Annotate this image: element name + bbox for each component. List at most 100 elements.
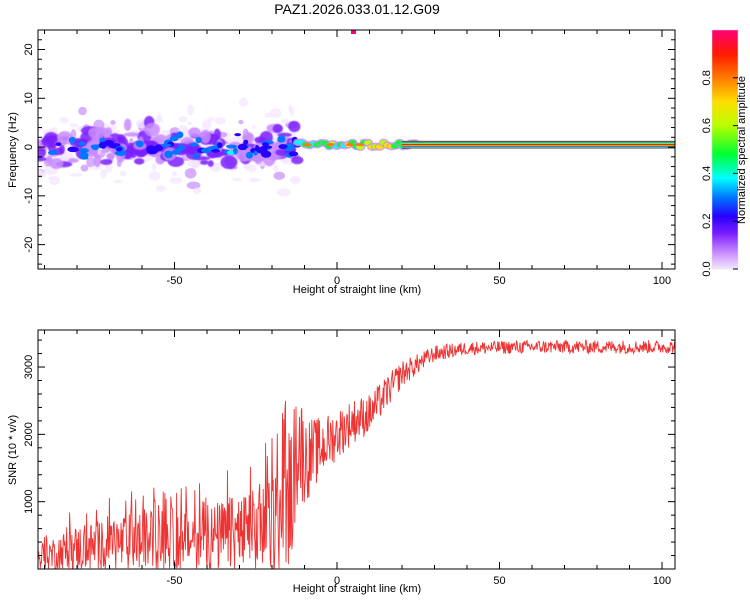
spectral-blob bbox=[59, 116, 70, 124]
colorbar-tick-label: 0.4 bbox=[701, 166, 713, 181]
spectral-blob bbox=[153, 118, 164, 123]
spectral-blob bbox=[277, 135, 286, 143]
colorbar-frame bbox=[711, 29, 739, 270]
spectral-blob bbox=[201, 119, 212, 130]
snr-y-tick-labels: 1000 2000 3000 bbox=[23, 355, 35, 514]
spectral-blob bbox=[133, 158, 145, 165]
spectral-blob bbox=[90, 165, 103, 171]
spectral-blob bbox=[243, 139, 249, 145]
spectral-blob bbox=[154, 144, 163, 152]
spectral-blob bbox=[207, 117, 215, 122]
spectral-blob bbox=[288, 120, 301, 133]
x-tick-label: 100 bbox=[653, 275, 671, 287]
spectral-blob bbox=[195, 137, 202, 144]
x-tick-label: -50 bbox=[167, 275, 183, 287]
spectral-blob bbox=[155, 185, 166, 192]
spectral-blob bbox=[188, 127, 201, 138]
spectral-blob bbox=[49, 175, 60, 186]
snr-series-line bbox=[38, 339, 675, 569]
spectral-blob bbox=[278, 144, 288, 150]
spectral-blob bbox=[248, 177, 261, 183]
spectral-blob bbox=[113, 179, 123, 184]
spectral-blob bbox=[123, 118, 132, 131]
spectral-blob bbox=[110, 120, 116, 125]
spectral-blob bbox=[88, 126, 106, 139]
snr-y-axis-label: SNR (10 * v/v) bbox=[7, 415, 19, 485]
spectral-blob bbox=[38, 146, 47, 159]
spectral-blob bbox=[211, 149, 220, 153]
spectral-blob bbox=[251, 125, 257, 130]
spectral-blob bbox=[90, 144, 96, 149]
figure-title: PAZ1.2026.033.01.12.G09 bbox=[274, 1, 440, 17]
colorbar-label: Normalized spectral amplitude bbox=[736, 76, 748, 224]
spectral-blob bbox=[119, 170, 127, 177]
spectral-blob bbox=[105, 153, 116, 159]
spectral-blob bbox=[77, 141, 86, 146]
spectral-line bbox=[402, 144, 675, 146]
spectral-blob bbox=[281, 118, 291, 124]
spectral-blob bbox=[172, 171, 178, 177]
spectral-blob bbox=[68, 136, 76, 144]
colorbar bbox=[712, 30, 738, 269]
spectral-blob bbox=[47, 142, 57, 153]
x-tick-label: 50 bbox=[493, 575, 505, 587]
spectral-blob bbox=[200, 160, 209, 165]
colorbar-tick-label: 0.6 bbox=[701, 118, 713, 133]
spectral-blob bbox=[288, 104, 293, 112]
spectral-peak bbox=[346, 143, 354, 147]
spectral-blob bbox=[236, 134, 244, 145]
spectrogram-x-axis-label: Height of straight line (km) bbox=[293, 284, 421, 296]
snr-x-axis-label: Height of straight line (km) bbox=[293, 583, 421, 595]
spectral-blob bbox=[78, 106, 87, 116]
spectral-blob bbox=[217, 142, 223, 149]
spectral-blob bbox=[67, 146, 79, 153]
spectral-blob bbox=[291, 156, 304, 165]
spectral-blob bbox=[38, 127, 44, 131]
spectral-blob bbox=[187, 121, 193, 126]
spectral-blob bbox=[69, 173, 83, 177]
spectral-blob bbox=[49, 158, 64, 169]
snr-plot-area bbox=[38, 339, 675, 569]
spectral-blob bbox=[109, 129, 120, 134]
colorbar-tick-label: 0.0 bbox=[701, 261, 713, 276]
colorbar-ticks bbox=[733, 77, 738, 270]
spectral-blob bbox=[135, 140, 144, 148]
spectral-blob bbox=[232, 177, 242, 182]
spectral-blob bbox=[178, 116, 188, 123]
spectral-blob bbox=[169, 135, 179, 142]
spectral-blob bbox=[144, 122, 160, 137]
y-tick-label: 10 bbox=[23, 92, 35, 104]
spectral-blob bbox=[79, 148, 90, 153]
spectral-blob bbox=[67, 158, 79, 163]
spectral-blob bbox=[104, 164, 113, 173]
spectral-peak bbox=[326, 143, 335, 147]
spectral-blob bbox=[153, 134, 167, 143]
spectral-blob bbox=[79, 151, 89, 160]
spectral-blob bbox=[69, 122, 78, 128]
spectral-blob bbox=[245, 151, 253, 159]
spectral-blob bbox=[199, 132, 206, 137]
spectral-blob bbox=[272, 165, 279, 172]
spectral-blob bbox=[109, 125, 118, 130]
spectral-blob bbox=[214, 117, 226, 125]
x-tick-label: 0 bbox=[334, 275, 340, 287]
spectral-blob bbox=[253, 150, 258, 156]
spectral-blob bbox=[288, 151, 299, 157]
y-tick-label: 20 bbox=[23, 43, 35, 55]
spectral-blob bbox=[184, 168, 197, 179]
spectral-blob bbox=[234, 133, 242, 137]
spectral-blob bbox=[269, 108, 282, 119]
y-tick-label: 2000 bbox=[23, 422, 35, 446]
spectrogram-y-tick-labels: -20 -10 0 10 20 bbox=[23, 43, 35, 252]
spectral-blob bbox=[100, 158, 113, 166]
x-tick-label: 100 bbox=[653, 575, 671, 587]
spectral-blob bbox=[186, 181, 201, 190]
colorbar-tick-labels: 0.0 0.2 0.4 0.6 0.8 bbox=[701, 70, 713, 276]
y-tick-label: -20 bbox=[23, 237, 35, 253]
title-marker bbox=[351, 30, 356, 34]
spectral-blob bbox=[192, 187, 202, 194]
spectral-blob bbox=[261, 142, 270, 147]
spectral-blob bbox=[238, 119, 244, 125]
spectral-blob bbox=[80, 164, 89, 172]
spectral-blob bbox=[220, 155, 238, 170]
